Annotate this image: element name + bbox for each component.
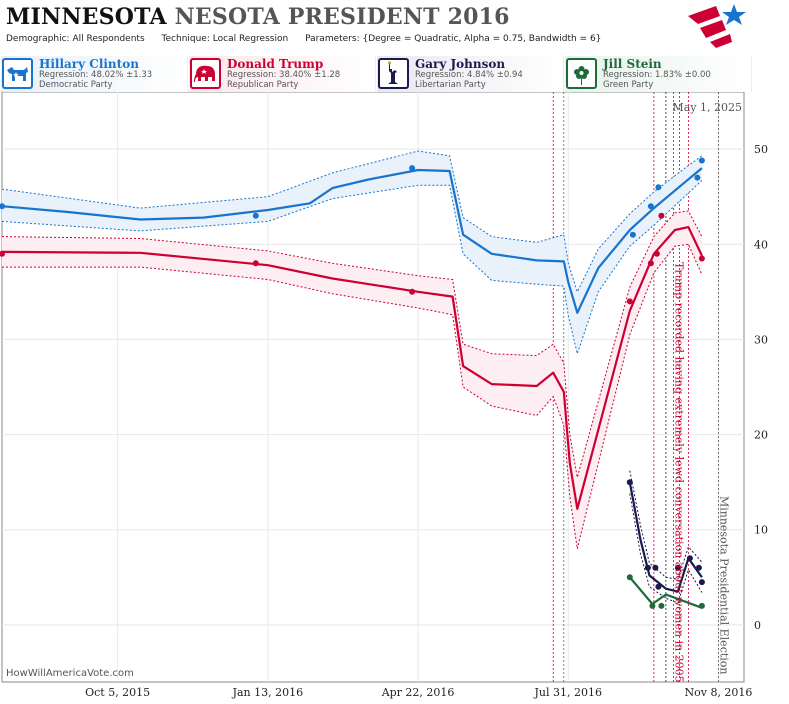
poll-point [409, 288, 416, 295]
y-tick-label: 50 [754, 143, 768, 156]
trend-line [628, 576, 703, 609]
poll-point [649, 602, 656, 609]
site-logo-icon [688, 4, 746, 48]
poll-point [647, 260, 654, 267]
poll-point [655, 184, 662, 191]
statue-of-liberty-icon [378, 58, 409, 89]
technique-value: Local Regression [212, 34, 289, 44]
poll-point [686, 555, 693, 562]
poll-point [626, 298, 633, 305]
technique-info: Technique: Local Regression [162, 34, 289, 44]
parameters-value: {Degree = Quadratic, Alpha = 0.75, Bandw… [362, 34, 602, 44]
chart-parameters: Demographic: All Respondents Technique: … [6, 34, 615, 44]
poll-point [644, 564, 651, 571]
x-tick-label: Oct 5, 2015 [85, 686, 150, 699]
confidence-band [2, 211, 702, 549]
demographic-label: Demographic: [6, 34, 70, 44]
title-rest: NESOTA PRESIDENT 2016 [174, 4, 510, 30]
poll-point [0, 203, 5, 210]
legend-name: Gary Johnson [415, 57, 506, 71]
poll-point [626, 574, 633, 581]
poll-point [698, 255, 705, 262]
band-upper-line [1, 150, 703, 294]
poll-point [409, 165, 416, 172]
poll-point [0, 250, 5, 257]
date-label: May 1, 2025 [672, 101, 742, 114]
elephant-icon [190, 58, 221, 89]
series-hillary-clinton [0, 150, 705, 356]
poll-point [252, 260, 259, 267]
flower-icon [566, 58, 597, 89]
legend-party: Green Party [603, 80, 654, 90]
x-tick-label: Jan 13, 2016 [232, 686, 304, 699]
poll-point [658, 602, 665, 609]
series-gary-johnson [626, 470, 705, 604]
title-state: MINNESOTA [6, 4, 167, 30]
legend-name: Donald Trump [227, 57, 324, 71]
poll-point [698, 579, 705, 586]
poll-point [658, 212, 665, 219]
legend-regression: Regression: 48.02% ±1.33 [39, 70, 153, 80]
legend-name: Hillary Clinton [39, 57, 139, 71]
technique-label: Technique: [161, 34, 210, 44]
poll-point [652, 564, 659, 571]
poll-point [695, 564, 702, 571]
band-lower-line [2, 243, 703, 549]
y-tick-label: 0 [754, 619, 761, 632]
legend-regression: Regression: 38.40% ±1.28 [227, 70, 341, 80]
legend-regression: Regression: 1.83% ±0.00 [603, 70, 711, 80]
parameters-label: Parameters: [305, 34, 360, 44]
election-annotation: Minnesota Presidential Election [718, 496, 731, 675]
legend-party: Republican Party [227, 80, 299, 90]
y-tick-label: 30 [754, 333, 768, 346]
x-tick-label: Nov 8, 2016 [684, 686, 752, 699]
y-tick-label: 20 [754, 429, 768, 442]
trend-line [1, 167, 703, 314]
poll-point [252, 212, 259, 219]
poll-point [626, 479, 633, 486]
legend-regression: Regression: 4.84% ±0.94 [415, 70, 523, 80]
donkey-icon [2, 58, 33, 89]
legend-party: Democratic Party [39, 80, 113, 90]
band-upper-line [629, 470, 703, 580]
poll-point [647, 203, 654, 210]
legend-name: Jill Stein [603, 57, 662, 71]
legend-item-stein: Jill Stein Regression: 1.83% ±0.00 Green… [564, 56, 752, 92]
candidate-legend: Hillary Clinton Regression: 48.02% ±1.33… [0, 56, 789, 92]
band-upper-line [1, 210, 703, 478]
legend-item-trump: Donald Trump Regression: 38.40% ±1.28 Re… [188, 56, 376, 92]
y-tick-label: 40 [754, 238, 768, 251]
band-lower-line [629, 493, 703, 604]
band-lower-line [1, 180, 703, 356]
legend-party: Libertarian Party [415, 80, 486, 90]
poll-point [698, 157, 705, 164]
x-tick-label: Apr 22, 2016 [381, 686, 455, 699]
poll-point [694, 174, 701, 181]
demographic-info: Demographic: All Respondents [6, 34, 145, 44]
poll-point [655, 583, 662, 590]
demographic-value: All Respondents [72, 34, 145, 44]
poll-point [674, 564, 681, 571]
chart-title: MINNESOTA NESOTA PRESIDENT 2016 [6, 4, 510, 30]
x-tick-label: Jul 31, 2016 [534, 686, 603, 699]
poll-chart: Oct 5, 2015 Jan 13, 2016 Apr 22, 2016 Jul 3… [0, 92, 768, 699]
series-jill-stein [626, 574, 705, 609]
chart-header: MINNESOTA NESOTA PRESIDENT 2016 Demograp… [0, 0, 789, 56]
legend-item-johnson: Gary Johnson Regression: 4.84% ±0.94 Lib… [376, 56, 564, 92]
poll-point [653, 250, 660, 257]
series-donald-trump [0, 210, 705, 549]
y-tick-label: 10 [754, 524, 768, 537]
watermark: HowWillAmericaVote.com [6, 668, 134, 679]
poll-point [698, 602, 705, 609]
event-annotation: Trump recorded having extremely lewd con… [672, 262, 685, 683]
confidence-band [2, 151, 702, 354]
legend-item-clinton: Hillary Clinton Regression: 48.02% ±1.33… [0, 56, 188, 92]
poll-point [629, 231, 636, 238]
parameters-info: Parameters: {Degree = Quadratic, Alpha =… [305, 34, 601, 44]
